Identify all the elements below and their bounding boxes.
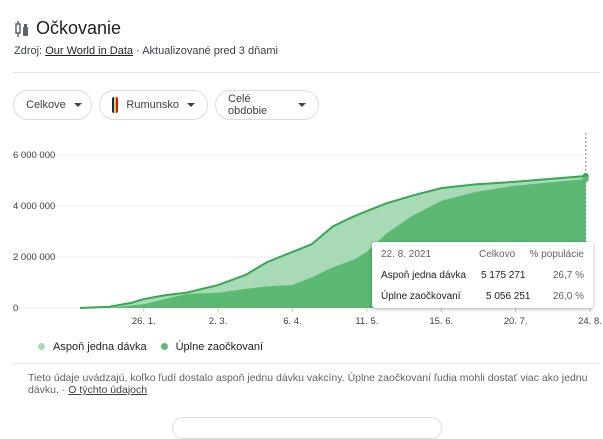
y-tick-label: 4 000 000 [13,201,55,212]
tooltip-col-total: Celkovo [479,249,516,260]
y-tick-label: 2 000 000 [13,252,55,263]
tooltip-row-total: 5 175 271 [481,270,526,281]
dropdown-label: Celé obdobie [228,93,268,117]
x-tick-label: 2. 3. [209,316,228,327]
updated-text: · Aktualizované pred 3 dňami [136,45,278,57]
x-tick-label: 15. 6. [429,316,453,327]
card-header: Očkovanie [14,18,121,39]
romania-flag-icon [112,97,119,113]
about-data-link[interactable]: O týchto údajoch [68,384,148,396]
page-title: Očkovanie [36,18,122,38]
legend-label: Aspoň jedna dávka [53,341,147,353]
y-tick-label: 0 [13,303,18,314]
caret-down-icon [73,103,82,107]
dropdown-label: Rumunsko [126,99,179,111]
tooltip-row-pct: 26,0 % [552,291,584,302]
legend-label: Úplne zaočkovaní [175,341,264,353]
data-note: Tieto údaje uvádzajú, koľko ľudí dostalo… [28,372,588,396]
legend-dot [38,343,45,350]
note-text: Tieto údaje uvádzajú, koľko ľudí dostalo… [28,372,588,396]
legend-dot [160,343,168,350]
divider [13,363,600,364]
metric-dropdown[interactable]: Celkove [13,90,92,120]
source-label: Zdroj: [14,45,43,57]
x-tick-label: 20. 7. [504,316,528,327]
chart-legend: Aspoň jedna dávka Úplne zaočkovaní [38,341,263,353]
more-button[interactable] [172,417,442,439]
tooltip-col-pct: % populácie [529,249,584,260]
source-link[interactable]: Our World in Data [45,45,134,57]
tooltip-row-pct: 26,7 % [552,270,584,281]
vaccine-icon [15,20,28,37]
x-tick-label: 26. 1. [132,316,156,327]
country-dropdown[interactable]: Rumunsko [99,90,208,120]
legend-item-first-dose[interactable]: Aspoň jedna dávka [38,341,147,353]
tooltip-date: 22. 8. 2021 [381,249,432,260]
tooltip-row-label: Aspoň jedna dávka [381,270,467,281]
hover-point [582,176,589,183]
x-tick-label: 24. 8. [578,316,602,327]
series-line-first-dose [79,175,586,309]
caret-down-icon [187,103,195,107]
x-tick-label: 11. 5. [355,316,378,327]
dropdown-label: Celkove [26,99,66,111]
x-tick-label: 6. 4. [283,316,302,327]
divider [13,72,600,73]
source-line: Zdroj: Our World in Data · Aktualizované… [14,45,278,57]
y-tick-label: 6 000 000 [13,150,55,161]
chart-tooltip: 22. 8. 2021 Celkovo % populácie Aspoň je… [372,242,593,308]
period-dropdown[interactable]: Celé obdobie [215,90,319,120]
tooltip-row-total: 5 056 251 [486,291,531,302]
legend-item-fully-vaccinated[interactable]: Úplne zaočkovaní [160,341,264,353]
tooltip-row-label: Úplne zaočkovaní [381,291,461,302]
caret-down-icon [298,103,306,107]
separator: · [58,384,69,396]
